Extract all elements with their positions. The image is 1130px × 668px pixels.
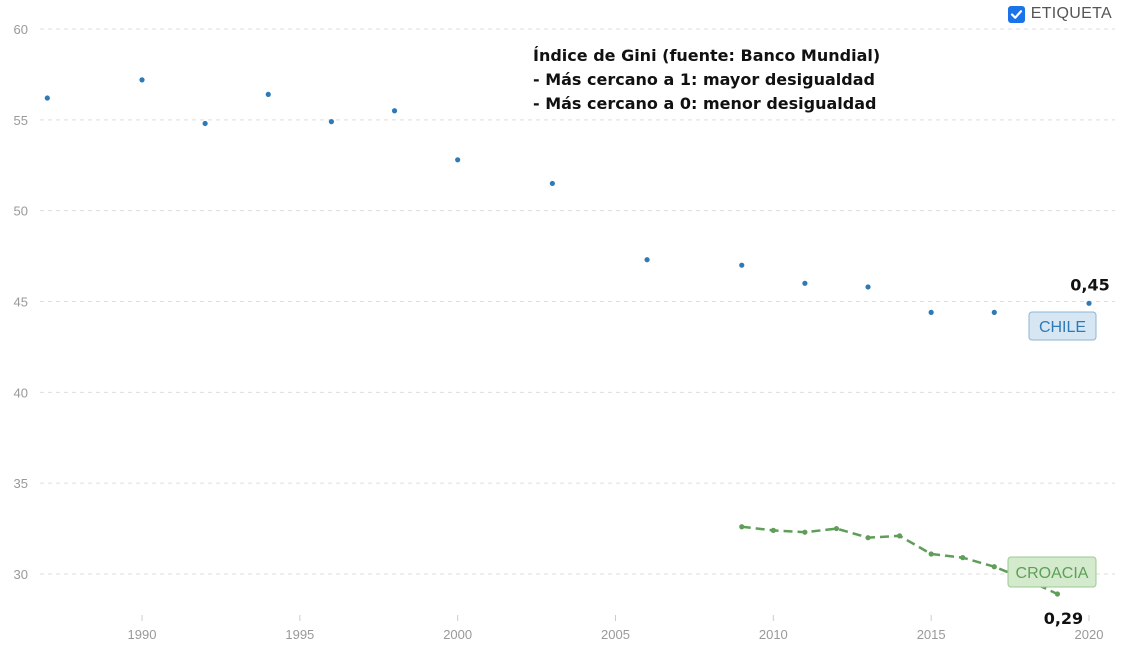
chile-label-box (1028, 311, 1097, 341)
chile-point (265, 91, 271, 97)
croacia-end-value: 0,29 (1044, 609, 1083, 628)
chile-point (139, 77, 145, 83)
chile-label-text: CHILE (1039, 319, 1086, 336)
checkmark-icon (1010, 9, 1022, 19)
chile-point (865, 284, 871, 290)
croacia-point (802, 529, 808, 535)
chile-point (991, 309, 997, 315)
chile-series-label: CHILE (1028, 311, 1097, 341)
chart-annotation: Índice de Gini (fuente: Banco Mundial) - … (533, 44, 880, 114)
croacia-point (960, 555, 966, 561)
croacia-point (865, 535, 871, 541)
chile-point (455, 157, 461, 163)
y-tick-label: 60 (14, 22, 28, 37)
croacia-point (928, 551, 934, 557)
croacia-point (770, 527, 776, 534)
label-toggle[interactable]: ETIQUETA (1007, 5, 1112, 23)
chile-point (644, 257, 650, 263)
chile-end-value: 0,45 (1070, 275, 1109, 294)
x-tick-label: 2010 (759, 627, 788, 642)
y-tick-label: 35 (14, 476, 28, 491)
x-tick-label: 2020 (1075, 627, 1104, 642)
y-tick-label: 30 (14, 567, 28, 582)
chile-point (802, 280, 808, 286)
series-labels: CHILE CROACIA 0,45 0,29 (1007, 275, 1110, 628)
y-tick-label: 50 (14, 204, 28, 219)
x-tick-label: 1995 (285, 627, 314, 642)
y-axis-ticks: 30 35 40 45 50 55 60 (14, 22, 28, 582)
label-checkbox[interactable] (1007, 5, 1025, 23)
chile-point (391, 108, 398, 114)
annotation-line-3: - Más cercano a 0: menor desigualdad (533, 94, 877, 113)
annotation-line-1: Índice de Gini (fuente: Banco Mundial) (533, 46, 881, 65)
croacia-point (991, 564, 997, 570)
y-tick-label: 45 (14, 295, 28, 310)
chile-point (928, 309, 934, 315)
croacia-point (897, 533, 903, 539)
croacia-label-text: CROACIA (1016, 565, 1089, 582)
chile-point (44, 95, 50, 101)
croacia-series-label: CROACIA (1007, 556, 1097, 588)
y-tick-label: 55 (14, 113, 28, 128)
label-toggle-text: ETIQUETA (1030, 5, 1112, 22)
series-layer (44, 77, 1092, 597)
x-axis-ticks: 1990 1995 2000 2005 2010 2015 2020 (128, 615, 1104, 642)
chile-point (739, 262, 745, 268)
chile-point (328, 119, 334, 125)
chile-point (202, 120, 208, 127)
annotation-line-2: - Más cercano a 1: mayor desigualdad (533, 70, 875, 89)
x-tick-label: 1990 (128, 627, 157, 642)
grid-lines (40, 28, 1115, 575)
x-tick-label: 2015 (917, 627, 946, 642)
chile-point (1086, 300, 1092, 306)
croacia-label-box (1007, 556, 1097, 588)
x-tick-label: 2005 (601, 627, 630, 642)
croacia-point (1054, 591, 1061, 597)
y-tick-label: 40 (14, 385, 28, 400)
croacia-point (833, 525, 840, 532)
croacia-point (739, 524, 745, 530)
x-tick-label: 2000 (443, 627, 472, 642)
chile-point (549, 180, 555, 187)
